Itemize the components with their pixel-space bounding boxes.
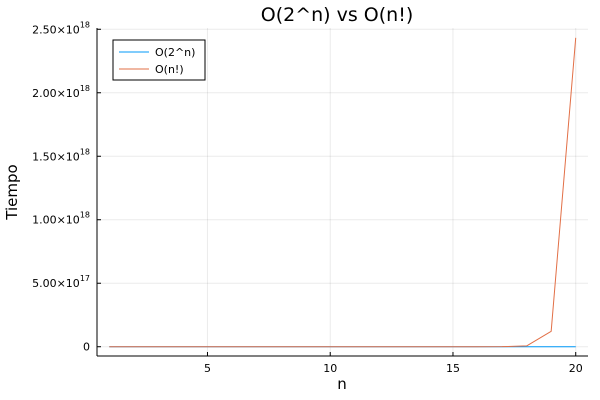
y-tick-exponent: 17 — [80, 274, 90, 283]
y-tick-mantissa: 1.00×10 — [32, 214, 80, 227]
x-tick-label: 20 — [569, 362, 583, 375]
y-tick-mantissa: 0 — [83, 341, 90, 354]
x-axis-label: n — [337, 375, 347, 393]
chart-title: O(2^n) vs O(n!) — [261, 4, 414, 26]
y-tick-mantissa: 1.50×10 — [32, 150, 80, 163]
y-tick-mantissa: 2.00×10 — [32, 87, 80, 100]
y-tick-exponent: 18 — [80, 84, 90, 93]
x-tick-label: 15 — [446, 362, 460, 375]
y-axis-label: Tiempo — [3, 164, 21, 220]
y-tick-exponent: 18 — [80, 147, 90, 156]
series-line-o-n — [109, 37, 577, 348]
x-tick-label: 10 — [323, 362, 337, 375]
y-tick-label: 5.00×1017 — [32, 274, 90, 290]
legend: O(2^n) O(n!) — [112, 39, 206, 81]
x-tick-labels: 5 10 15 20 — [204, 352, 583, 375]
legend-label: O(n!) — [155, 63, 184, 76]
legend-box — [112, 39, 206, 81]
y-tick-mantissa: 2.50×10 — [32, 23, 80, 36]
x-tick-label: 5 — [204, 362, 211, 375]
series-layer — [109, 37, 577, 348]
y-tick-label: 2.00×1018 — [32, 84, 90, 100]
y-tick-labels: 05.00×10171.00×10181.50×10182.00×10182.5… — [32, 20, 101, 354]
y-tick-label: 1.00×1018 — [32, 211, 90, 227]
y-tick-exponent: 18 — [80, 211, 90, 220]
y-tick-label: 0 — [83, 341, 90, 354]
y-tick-label: 1.50×1018 — [32, 147, 90, 163]
legend-label: O(2^n) — [155, 46, 195, 59]
y-tick-label: 2.50×1018 — [32, 20, 90, 36]
y-tick-mantissa: 5.00×10 — [32, 277, 80, 290]
y-tick-exponent: 18 — [80, 20, 90, 29]
